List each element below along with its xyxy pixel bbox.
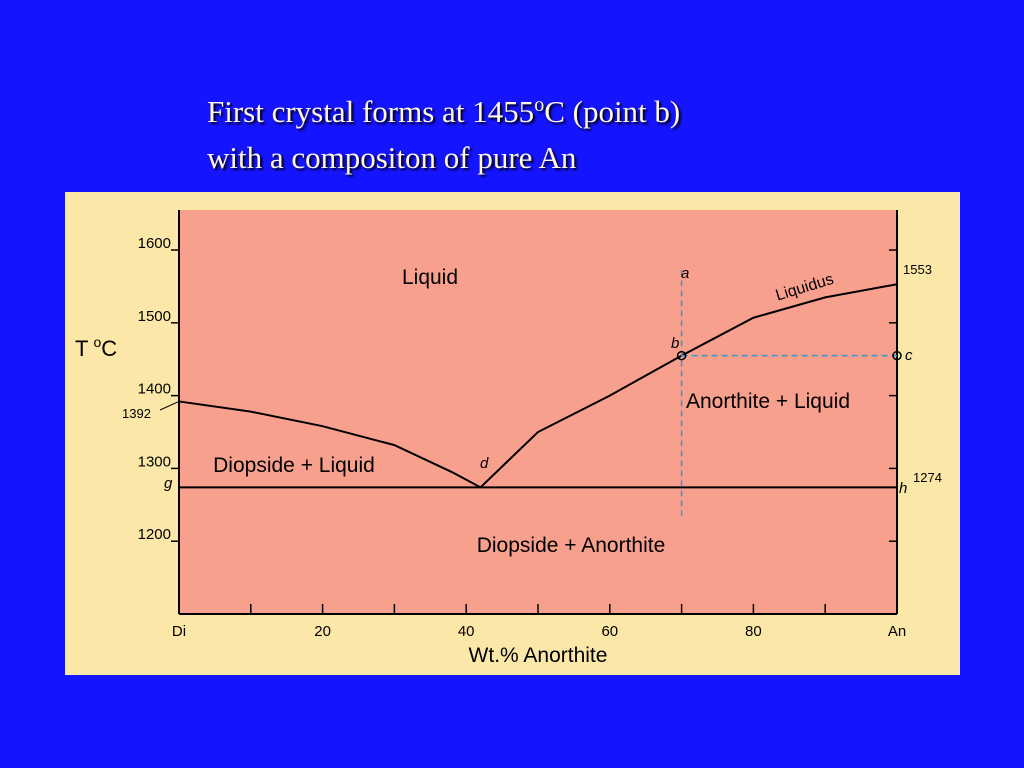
marked-value-label: 1274 — [913, 470, 942, 485]
title-text: First crystal forms at 1455 — [207, 94, 534, 129]
x-tick-label: 40 — [458, 623, 475, 640]
point-label: g — [164, 475, 173, 492]
y-axis-title-text: C — [101, 336, 117, 361]
marked-value-label: 1553 — [903, 262, 932, 277]
point-label: h — [899, 480, 907, 497]
point — [676, 350, 687, 361]
x-tick-label: 60 — [601, 623, 618, 640]
y-axis-title-superscript: o — [93, 334, 101, 350]
title-superscript: o — [534, 94, 544, 116]
marked-value-label: 1392 — [122, 406, 151, 421]
y-tick-label: 1600 — [138, 235, 171, 252]
slide-title: with a compositon of pure An — [207, 140, 577, 175]
y-tick-label: 1500 — [138, 308, 171, 325]
region-label: Liquid — [402, 266, 458, 289]
x-tick-label: An — [888, 623, 906, 640]
point-label: c — [905, 347, 913, 364]
x-axis-title: Wt.% Anorthite — [469, 644, 608, 667]
x-tick-label: 20 — [314, 623, 331, 640]
leader-line — [159, 400, 180, 411]
region-label: Diopside + Anorthite — [477, 534, 666, 557]
region-label: Diopside + Liquid — [213, 454, 375, 477]
x-tick-label: Di — [172, 623, 186, 640]
point-label: a — [681, 265, 689, 282]
point-label: d — [480, 455, 489, 472]
y-tick-label: 1200 — [138, 526, 171, 543]
y-axis-title-text: T — [75, 336, 88, 361]
plot-area — [179, 210, 897, 614]
y-tick-label: 1400 — [138, 381, 171, 398]
point-label: b — [671, 335, 679, 352]
phase-boundary — [178, 400, 482, 489]
point — [892, 350, 902, 361]
x-tick-label: 80 — [745, 623, 762, 640]
slide-title: First crystal forms at 1455oC (point b) — [207, 94, 680, 129]
title-text: C (point b) — [544, 94, 680, 129]
y-tick-label: 1300 — [138, 453, 171, 470]
region-label: Anorthite + Liquid — [686, 390, 850, 413]
